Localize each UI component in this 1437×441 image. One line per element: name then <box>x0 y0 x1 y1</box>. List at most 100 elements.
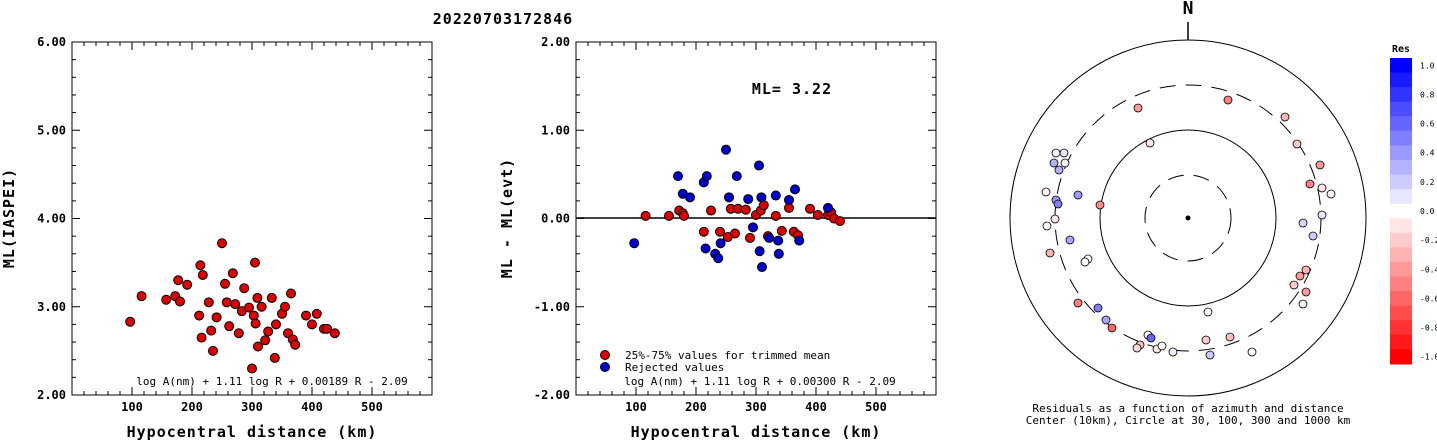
residual-point <box>1315 160 1325 170</box>
rejected-point <box>721 144 731 155</box>
data-point <box>307 319 317 330</box>
rejected-point <box>700 243 711 254</box>
data-point <box>217 238 227 249</box>
residual-point <box>1280 112 1290 122</box>
residual-point <box>1146 333 1156 343</box>
rejected-point <box>823 202 833 213</box>
residual-point <box>1050 214 1060 224</box>
colorbar-swatch <box>1390 101 1412 117</box>
residual-point <box>1073 190 1083 200</box>
rejected-point <box>724 192 734 203</box>
data-point <box>252 292 263 303</box>
middle-xtick-label: 400 <box>805 400 827 414</box>
middle-formula: log A(nm) + 1.11 log R + 0.00300 R - 2.0… <box>624 375 896 388</box>
rejected-point <box>731 171 742 182</box>
polar-circle-30km <box>1144 174 1232 262</box>
residual-point <box>1289 280 1299 290</box>
data-point <box>206 325 217 336</box>
left-ytick-label: 5.00 <box>37 123 66 137</box>
rejected-point <box>673 171 683 182</box>
trimmed-point <box>770 210 781 221</box>
colorbar-swatch <box>1390 116 1412 132</box>
left-ytick-label: 2.00 <box>37 388 66 402</box>
data-point <box>161 294 172 305</box>
colorbar-tick-label: 0.4 <box>1420 149 1435 158</box>
data-point <box>136 291 147 302</box>
trimmed-point <box>730 228 740 239</box>
colorbar-tick-label: -0.6 <box>1420 294 1437 303</box>
colorbar-swatch <box>1390 262 1412 278</box>
rejected-point <box>743 194 754 205</box>
trimmed-point <box>698 226 709 237</box>
data-point <box>208 345 218 356</box>
residual-point <box>1054 165 1064 175</box>
data-point <box>233 328 244 339</box>
middle-xtick-label: 100 <box>625 400 647 414</box>
residual-point <box>1203 307 1213 317</box>
data-point <box>286 288 296 299</box>
left-ticks: 100 200 300 400 500 2.00 3.00 4.00 5.00 6.00 <box>37 35 433 414</box>
left-xtick-label: 200 <box>181 400 203 414</box>
middle-ytick-label: -1.00 <box>534 300 570 314</box>
chart-title: 20220703172846 <box>433 10 573 28</box>
panel-right: N Residuals as a function of azimuth and… <box>1009 0 1437 427</box>
data-point <box>224 321 235 332</box>
data-point <box>290 339 301 350</box>
residual-point <box>1317 210 1327 220</box>
rejected-point <box>790 184 800 195</box>
colorbar: 1.0 0.8 0.6 0.4 0.2 0.0 -0.2 -0.4 -0.6 -0.8 -1.0 <box>1390 58 1437 365</box>
rejected-point <box>773 248 784 259</box>
trimmed-point <box>715 226 725 237</box>
middle-xtick-label: 200 <box>685 400 707 414</box>
residual-point <box>1041 187 1051 197</box>
data-point <box>269 352 280 363</box>
left-xlabel: Hypocentral distance (km) <box>127 423 378 441</box>
legend-marker-rejected <box>600 362 610 372</box>
trimmed-point <box>640 210 651 221</box>
residual-point <box>1205 350 1215 360</box>
rejected-point <box>784 194 794 205</box>
colorbar-tick-label: -0.8 <box>1420 324 1437 333</box>
data-point <box>195 260 206 271</box>
polar-circle-100km <box>1099 129 1277 307</box>
legend-marker-trimmed <box>600 350 610 360</box>
trimmed-point <box>664 210 674 221</box>
rejected-point <box>754 246 765 257</box>
residual-point <box>1298 299 1308 309</box>
data-point <box>253 341 263 352</box>
residual-point <box>1093 303 1103 313</box>
residual-point <box>1201 335 1211 345</box>
middle-ylabel: ML - ML(evt) <box>498 158 516 278</box>
colorbar-swatch <box>1390 232 1412 248</box>
residual-point <box>1042 221 1052 231</box>
data-point <box>203 297 214 308</box>
left-xtick-label: 500 <box>361 400 383 414</box>
data-point <box>173 275 184 286</box>
rejected-point <box>794 235 805 246</box>
residual-point <box>1317 183 1327 193</box>
rejected-point <box>629 238 640 249</box>
data-point <box>256 301 267 312</box>
residual-point <box>1247 347 1257 357</box>
left-xtick-label: 300 <box>241 400 263 414</box>
data-point <box>329 328 340 339</box>
north-label: N <box>1183 0 1194 19</box>
middle-ytick-label: 1.00 <box>541 123 570 137</box>
residual-point <box>1049 158 1059 168</box>
data-point <box>221 297 232 308</box>
left-ytick-label: 6.00 <box>37 35 66 49</box>
residual-point <box>1073 298 1083 308</box>
colorbar-swatch <box>1390 130 1412 146</box>
residual-point <box>1292 139 1302 149</box>
data-point <box>250 318 261 329</box>
data-point <box>211 312 222 323</box>
rejected-point <box>757 262 767 273</box>
data-point <box>244 302 254 313</box>
data-point <box>280 301 290 312</box>
residual-point <box>1053 199 1063 209</box>
colorbar-swatch <box>1390 160 1412 176</box>
data-point <box>260 335 271 346</box>
left-formula: log A(nm) + 1.11 log R + 0.00189 R - 2.0… <box>136 375 408 388</box>
middle-ticks: 100 200 300 400 500 -2.00 -1.00 0.00 1.00 2.00 <box>534 35 937 414</box>
residual-point <box>1298 218 1308 228</box>
